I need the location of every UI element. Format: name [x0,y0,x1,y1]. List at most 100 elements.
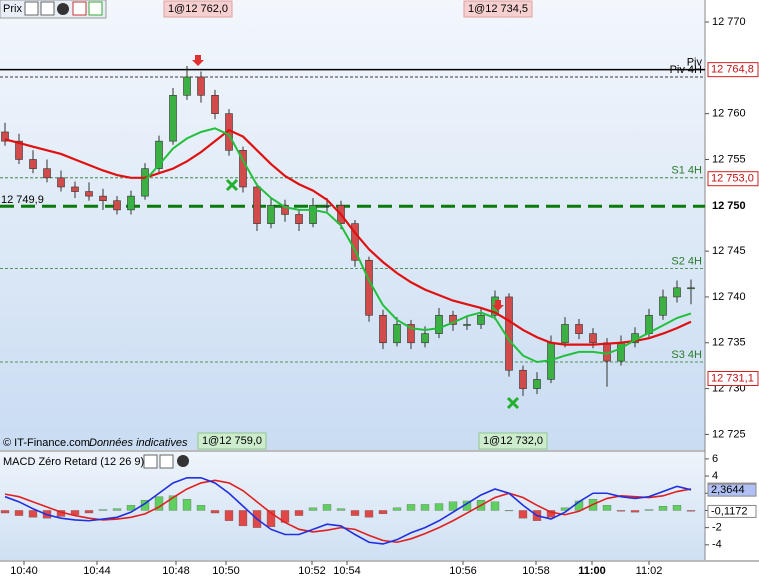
level-label: S1 4H [671,165,702,177]
histogram-bar [644,509,654,511]
close-icon[interactable] [57,3,69,15]
histogram-bar [196,505,206,511]
histogram-bar [546,510,556,518]
histogram-bar [210,510,220,514]
candle-body [155,140,163,169]
axis-marker-box [707,371,759,387]
macd-title: MACD Zéro Retard (12 26 9) [3,456,144,468]
histogram-bar [14,510,24,516]
candle-body [309,204,317,224]
trade-label-box [478,432,548,450]
candle-body [239,150,247,188]
histogram-bar [182,499,192,511]
ma-slow-line [4,128,692,346]
histogram-bar [672,505,682,511]
trade-label: 1@12 732,0 [483,435,543,447]
level-label: Piv [687,57,703,69]
price-tick-label: 12 770 [712,16,746,28]
down-icon[interactable] [72,1,87,16]
candle-body [183,76,191,96]
price-tick-label: 12 740 [712,291,746,303]
histogram-bar [504,510,514,512]
sell-arrow [492,300,504,311]
time-label: 11:00 [578,565,606,577]
candle-body [99,195,107,202]
candle-body [267,204,275,224]
main-level-label: 12 749,9 [1,194,44,206]
main-level-axis-label: 12 750 [712,200,746,212]
candle-body [617,342,625,362]
candle-body [351,223,359,261]
time-label: 10:48 [162,565,190,577]
candle-body [393,324,401,344]
histogram-bar [28,510,38,518]
macd-tick-label: 6 [712,453,718,465]
macd-close-icon[interactable] [177,455,189,467]
macd-marker-box [707,504,757,518]
price-tick-label: 12 760 [712,108,746,120]
time-label: 10:58 [522,565,550,577]
histogram-bar [602,505,612,511]
footer-note: Données indicatives [89,437,188,449]
buy-cross [225,178,239,192]
candle-body [519,369,527,389]
price-tick-label: 12 755 [712,153,746,165]
histogram-bar [686,510,696,512]
histogram-bar [126,505,136,511]
candle-body [127,195,135,211]
histogram-bar [336,508,346,511]
histogram-bar [0,510,10,514]
candle-body [253,186,261,224]
histogram-bar [224,510,234,521]
axis-marker-label: 12 764,8 [711,64,754,76]
histogram-bar [238,510,248,527]
candle-body [477,314,485,325]
buy-cross [506,396,520,410]
histogram-bar [434,503,444,511]
settings-icon[interactable] [24,1,39,16]
ma-fast-line [144,127,692,364]
macd-tick-label: -4 [712,539,722,551]
candle-body [57,177,65,188]
macd-window-icon[interactable] [159,454,174,469]
macd-marker-label: -0,1172 [711,505,748,517]
histogram-bar [406,504,416,511]
candle-body [365,259,373,316]
candle-body [659,296,667,316]
up-icon[interactable] [88,1,103,16]
candle-body [463,324,471,326]
trade-label-box [197,432,267,450]
price-tick-label: 12 725 [712,428,746,440]
candle-body [43,168,51,179]
candle-body [589,333,597,344]
candle-body [281,204,289,215]
histogram-bar [350,510,360,516]
histogram-bar [294,510,304,516]
macd-tick-label: -2 [712,522,722,534]
candle-body [295,214,303,224]
histogram-bar [378,510,388,515]
price-tick-label: 12 745 [712,245,746,257]
level-label: S3 4H [671,349,702,361]
macd-settings-icon[interactable] [143,454,158,469]
histogram-bar [98,509,108,511]
histogram-bar [448,501,458,511]
histogram-bar [490,501,500,511]
histogram-bar [518,510,528,519]
window-icon[interactable] [40,1,55,16]
histogram-bar [308,507,318,511]
candle-body [449,314,457,325]
axis-marker-box [707,171,759,187]
candle-body [673,287,681,298]
histogram-bar [266,510,276,527]
axis-marker-label: 12 753,0 [711,173,754,185]
sell-arrow [192,55,204,66]
time-label: 10:56 [449,565,477,577]
time-label: 11:02 [636,565,663,577]
level-label: S2 4H [671,255,702,267]
candle-body [575,324,583,334]
candle-body [435,314,443,334]
time-label: 10:54 [333,565,361,577]
time-label: 10:50 [212,565,240,577]
